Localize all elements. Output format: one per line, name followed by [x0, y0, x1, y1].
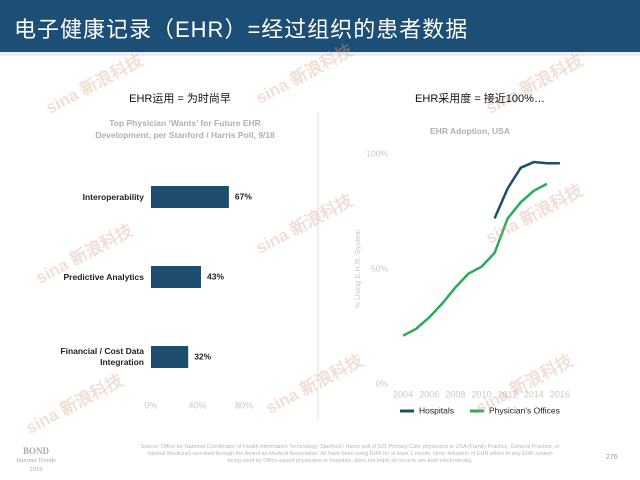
y-tick-label: 100% [366, 148, 388, 158]
chart-title: EHR Adoption, USA [430, 126, 510, 136]
chart-title: Top Physician ‘Wants’ for Future EHR Dev… [95, 118, 275, 140]
category-label: Financial / Cost Data Integration [60, 346, 144, 367]
x-tick-label: 2012 [498, 389, 518, 399]
y-tick-label: 50% [371, 263, 388, 273]
y-axis-label: % Using E.H.R. System [353, 229, 362, 308]
logo-line: BOND [22, 446, 49, 456]
page-number: 276 [606, 454, 618, 461]
value-label: 43% [207, 271, 224, 281]
value-label: 32% [194, 351, 211, 361]
x-tick-label: 2004 [393, 389, 413, 399]
series-line [402, 182, 548, 337]
x-tick-label: 2008 [445, 389, 465, 399]
bar [151, 266, 201, 288]
x-tick-label: 2016 [550, 389, 570, 399]
bar [151, 186, 229, 208]
x-tick-label: 2010 [471, 389, 491, 399]
source-note: Source: Office for National Coordinator … [140, 444, 560, 464]
legend-label: Hospitals [419, 405, 454, 415]
slide-title: 电子健康记录（EHR）=经过组织的患者数据 [14, 17, 469, 42]
category-label: Predictive Analytics [63, 271, 144, 282]
logo-line: Internet Trends [16, 457, 56, 464]
header-shadow [0, 52, 640, 56]
legend-label: Physician's Offices [489, 405, 560, 415]
panel-heading: EHR采用度 = 接近100%… [415, 93, 545, 105]
series-line [493, 160, 560, 219]
x-tick-label: 40% [188, 400, 206, 410]
x-tick-label: 80% [235, 400, 253, 410]
x-tick-label: 2014 [524, 389, 544, 399]
panel-heading: EHR运用 = 为时尚早 [129, 93, 231, 105]
bar [151, 346, 189, 368]
y-tick-label: 0% [376, 378, 389, 388]
header-band [0, 0, 640, 52]
x-tick-label: 0% [144, 400, 157, 410]
value-label: 67% [235, 191, 252, 201]
logo-line: 2019 [29, 466, 43, 473]
category-label: Interoperability [82, 191, 144, 202]
x-tick-label: 2006 [419, 389, 439, 399]
